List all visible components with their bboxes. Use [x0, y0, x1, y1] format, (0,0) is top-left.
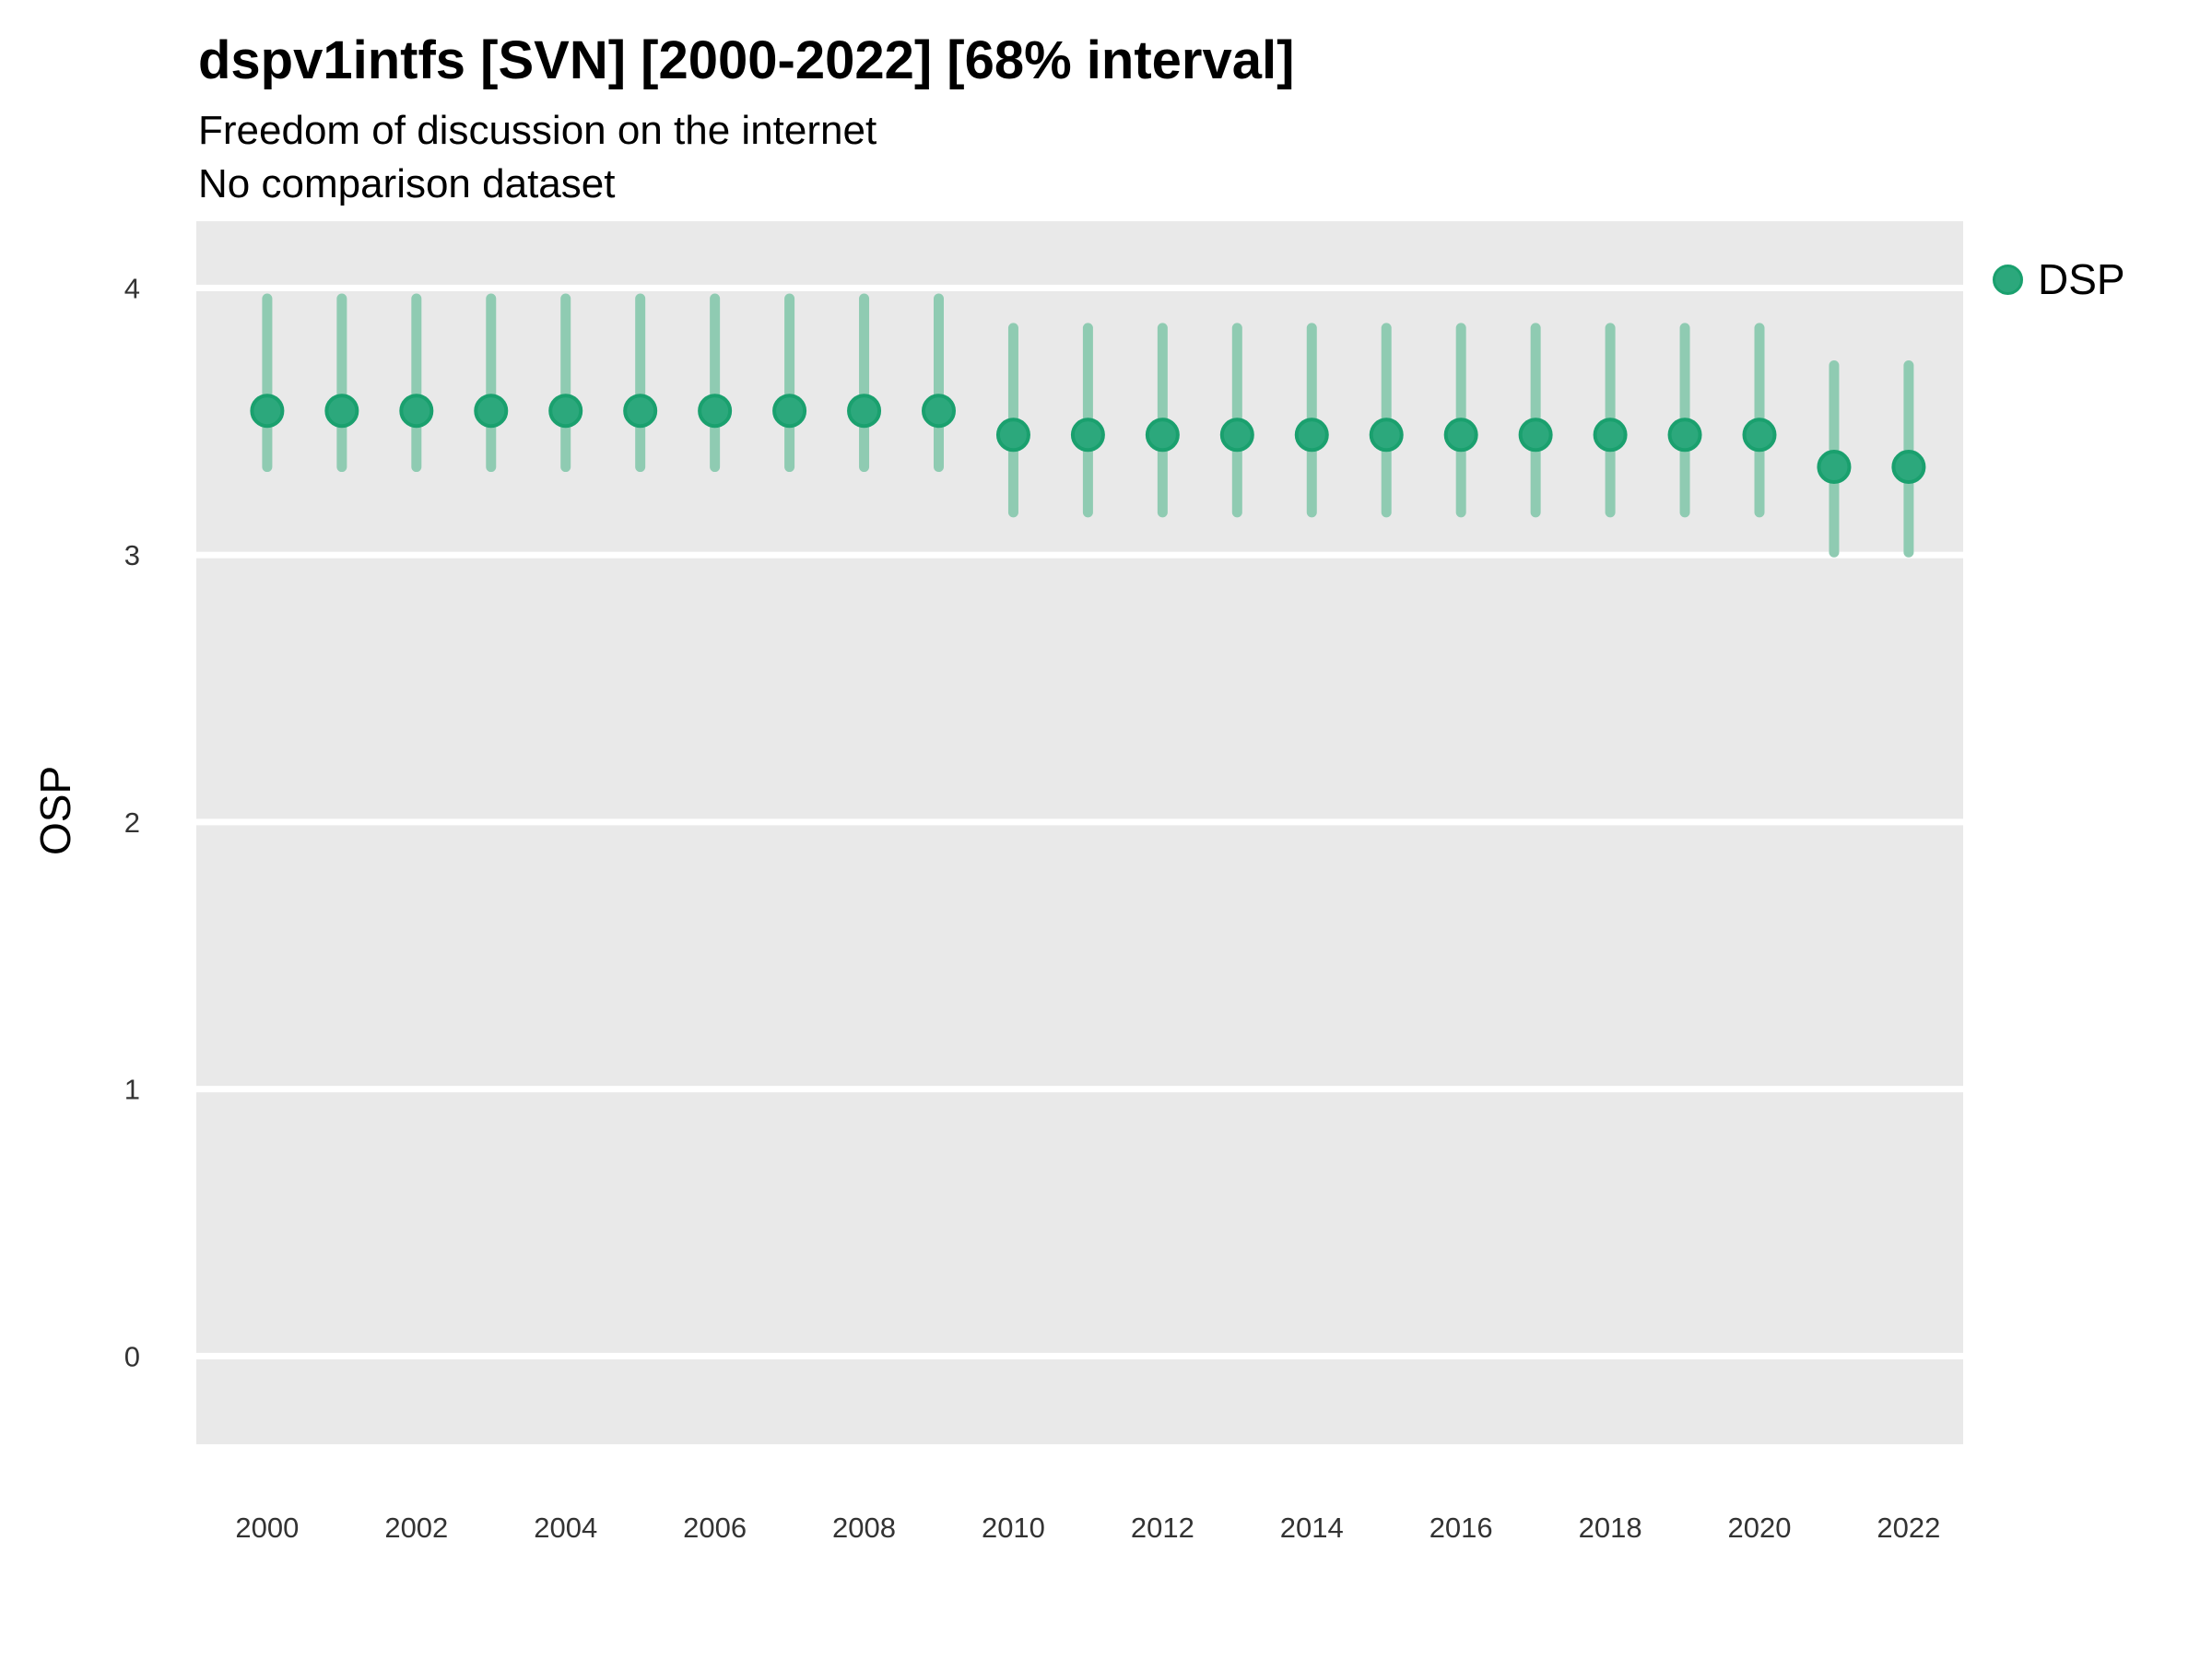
estimate-point — [1518, 418, 1553, 453]
estimate-point — [1443, 418, 1478, 453]
legend: DSP — [1993, 254, 2125, 304]
estimate-point — [250, 394, 285, 429]
estimate-point — [921, 394, 956, 429]
chart-title: dspv1intfs [SVN] [2000-2022] [68% interv… — [198, 30, 1295, 90]
x-tick-label: 2016 — [1430, 1512, 1493, 1544]
y-gridline — [196, 284, 1963, 291]
panel-background — [196, 221, 1963, 1444]
estimate-point — [995, 418, 1030, 453]
legend-series-label: DSP — [2038, 255, 2125, 303]
estimate-point — [474, 394, 509, 429]
x-tick-label: 2002 — [384, 1512, 448, 1544]
y-tick-label: 4 — [124, 272, 140, 304]
estimate-point — [324, 394, 359, 429]
chart-subtitle-line2: No comparison dataset — [198, 161, 616, 206]
x-tick-label: 2014 — [1280, 1512, 1344, 1544]
x-tick-label: 2018 — [1579, 1512, 1642, 1544]
x-tick-label: 2012 — [1131, 1512, 1194, 1544]
y-tick-label: 2 — [124, 806, 140, 839]
estimate-point — [1219, 418, 1254, 453]
y-gridline — [196, 1086, 1963, 1093]
y-tick-label: 1 — [124, 1074, 140, 1106]
estimate-point — [1145, 418, 1180, 453]
x-tick-label: 2022 — [1877, 1512, 1940, 1544]
estimate-point — [1891, 450, 1926, 485]
estimate-point — [548, 394, 583, 429]
estimate-point — [1667, 418, 1702, 453]
x-tick-label: 2010 — [982, 1512, 1045, 1544]
estimate-point — [1369, 418, 1404, 453]
x-tick-label: 2004 — [534, 1512, 597, 1544]
y-gridline — [196, 1352, 1963, 1359]
x-tick-label: 2008 — [832, 1512, 896, 1544]
x-tick-label: 2020 — [1728, 1512, 1792, 1544]
estimate-point — [399, 394, 434, 429]
estimate-point — [1593, 418, 1628, 453]
estimate-point — [847, 394, 882, 429]
estimate-point — [623, 394, 658, 429]
y-gridline — [196, 551, 1963, 559]
x-tick-label: 2000 — [235, 1512, 299, 1544]
legend-circle-icon — [1993, 264, 2023, 295]
estimate-point — [1742, 418, 1777, 453]
estimate-point — [1294, 418, 1329, 453]
y-gridline — [196, 818, 1963, 826]
estimate-point — [1817, 450, 1852, 485]
estimate-point — [1070, 418, 1105, 453]
estimate-point — [698, 394, 733, 429]
chart-subtitle-line1: Freedom of discussion on the internet — [198, 108, 877, 153]
y-tick-label: 3 — [124, 539, 140, 571]
estimate-point — [772, 394, 807, 429]
y-tick-label: 0 — [124, 1340, 140, 1372]
x-tick-label: 2006 — [683, 1512, 747, 1544]
